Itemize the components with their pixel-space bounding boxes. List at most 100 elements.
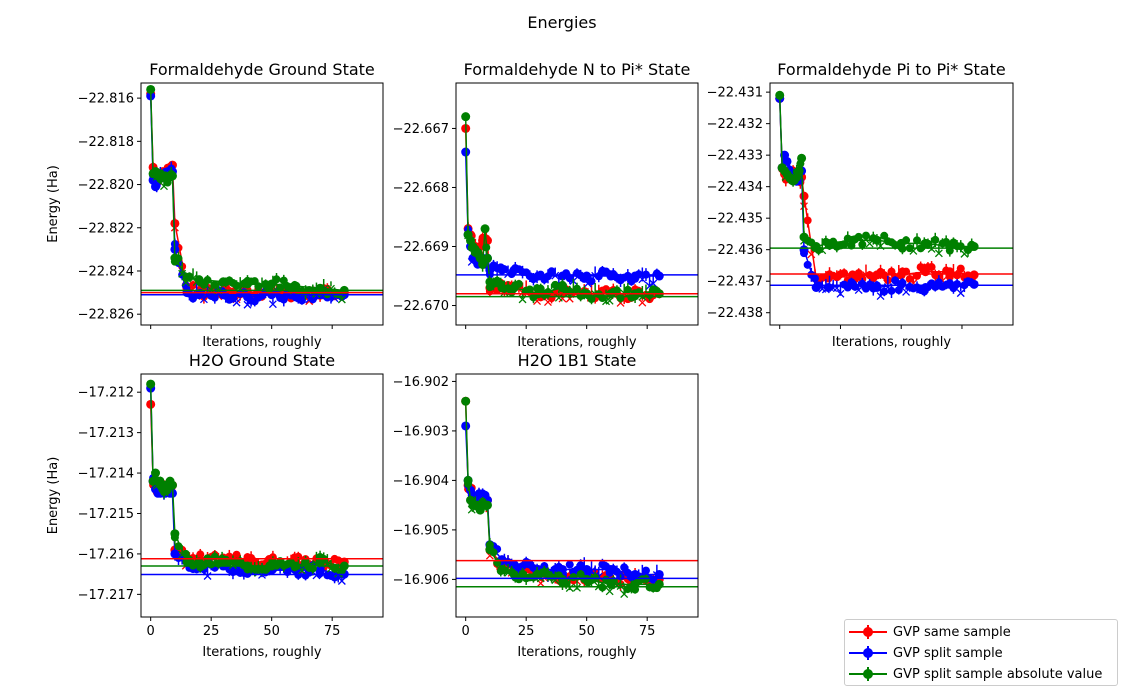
- marker-abs: [174, 254, 183, 263]
- legend: GVP same sample GVP split sample GVP spl…: [844, 619, 1118, 686]
- cross-marker-split: [199, 295, 208, 304]
- y-tick-label: −22.669: [393, 240, 449, 255]
- marker-split: [565, 274, 574, 283]
- y-tick-label: −22.670: [393, 299, 449, 314]
- cross-marker-abs: [927, 244, 936, 253]
- marker-abs: [301, 557, 310, 566]
- panel-title: Formaldehyde N to Pi* State: [464, 60, 691, 79]
- y-tick-label: −22.668: [393, 181, 449, 196]
- panel-3: Formaldehyde Pi to Pi* State −22.431 −22.4…: [707, 60, 1014, 350]
- cross-marker-abs: [554, 293, 563, 302]
- marker-abs: [203, 276, 212, 285]
- data-point-abs: [480, 224, 490, 234]
- marker-split: [953, 280, 962, 289]
- data-point-abs: [151, 468, 161, 478]
- axes-frame: [769, 82, 1014, 326]
- marker-abs: [156, 476, 165, 485]
- y-tick-label: −22.822: [78, 221, 134, 236]
- series-line-abs: [149, 384, 345, 567]
- marker-abs: [167, 481, 176, 490]
- panel-4: H2O Ground State −17.212 −17.213 −17.214 −17…: [46, 351, 384, 660]
- marker-split: [803, 260, 812, 269]
- cross-marker-abs: [573, 583, 581, 592]
- marker-abs: [265, 285, 274, 294]
- data-point-abs: [461, 396, 471, 406]
- x-axis-label: Iterations, roughly: [832, 335, 952, 350]
- legend-marker-blue: [849, 643, 887, 663]
- marker-abs: [843, 234, 852, 243]
- data-point-split: [461, 421, 471, 431]
- y-tick-label: −17.215: [78, 507, 134, 522]
- cross-marker-split: [956, 289, 965, 298]
- cross-marker-split: [232, 298, 241, 307]
- axes-frame: [140, 373, 384, 618]
- panel-title: H2O 1B1 State: [518, 351, 637, 370]
- marker-same: [913, 271, 922, 280]
- marker-split: [580, 274, 589, 283]
- marker-split: [297, 296, 306, 305]
- marker-split: [478, 489, 487, 498]
- marker-abs: [471, 244, 480, 253]
- marker-abs: [554, 571, 563, 580]
- marker-split: [800, 249, 809, 258]
- y-axis-label: Energy (Ha): [46, 165, 61, 243]
- marker-abs: [507, 288, 516, 297]
- y-tick-label: −16.903: [393, 424, 449, 439]
- marker-abs: [207, 560, 216, 569]
- cross-marker-split: [652, 571, 661, 579]
- marker-abs: [778, 164, 787, 173]
- y-tick-label: −22.432: [707, 117, 763, 132]
- y-tick-label: −22.818: [78, 135, 134, 150]
- marker-same: [803, 216, 812, 225]
- cross-marker-same: [800, 202, 808, 211]
- cross-marker-abs: [297, 566, 306, 575]
- cross-marker-split: [836, 289, 845, 298]
- cross-marker-split: [854, 286, 863, 295]
- y-tick-label: −22.433: [707, 149, 763, 164]
- cross-marker-split: [821, 285, 830, 294]
- legend-entry-same: GVP same sample: [845, 622, 1011, 642]
- marker-abs: [792, 167, 801, 176]
- marker-split: [781, 157, 790, 166]
- marker-abs: [170, 533, 179, 542]
- cross-marker-abs: [565, 584, 574, 593]
- marker-split: [880, 287, 889, 296]
- legend-label: GVP split sample: [893, 645, 1003, 661]
- plot-area: [141, 379, 383, 585]
- y-tick-label: −22.667: [393, 122, 449, 137]
- y-tick-label: −22.434: [707, 180, 763, 195]
- legend-entry-abs: GVP split sample absolute value: [845, 664, 1102, 684]
- marker-same: [942, 266, 951, 275]
- cross-marker-split: [551, 271, 560, 280]
- marker-same: [854, 269, 863, 278]
- marker-abs: [485, 540, 494, 549]
- marker-same: [196, 550, 205, 559]
- panel-2: Formaldehyde N to Pi* State −22.667 −22.66…: [393, 60, 699, 350]
- marker-abs: [496, 279, 505, 288]
- y-tick-label: −22.436: [707, 243, 763, 258]
- marker-abs: [789, 177, 798, 186]
- marker-abs: [337, 566, 346, 575]
- marker-abs: [500, 566, 509, 575]
- legend-marker-green: [849, 664, 887, 684]
- cross-marker-same: [638, 298, 647, 307]
- marker-abs: [167, 170, 176, 179]
- y-axis-label: Energy (Ha): [46, 457, 61, 535]
- series-line-split: [464, 152, 660, 277]
- marker-split: [500, 265, 509, 274]
- y-tick-label: −22.820: [78, 178, 134, 193]
- marker-abs: [956, 242, 965, 251]
- series-line-same: [149, 404, 345, 563]
- marker-split: [887, 286, 896, 295]
- marker-abs: [858, 240, 867, 249]
- data-point-abs: [482, 253, 492, 263]
- marker-abs: [602, 575, 611, 584]
- marker-split: [894, 286, 903, 295]
- y-tick-label: −22.435: [707, 212, 763, 227]
- legend-label: GVP same sample: [893, 624, 1011, 640]
- marker-abs: [210, 280, 219, 289]
- marker-abs: [616, 294, 625, 303]
- marker-abs: [854, 232, 863, 241]
- axes-frame: [455, 82, 699, 326]
